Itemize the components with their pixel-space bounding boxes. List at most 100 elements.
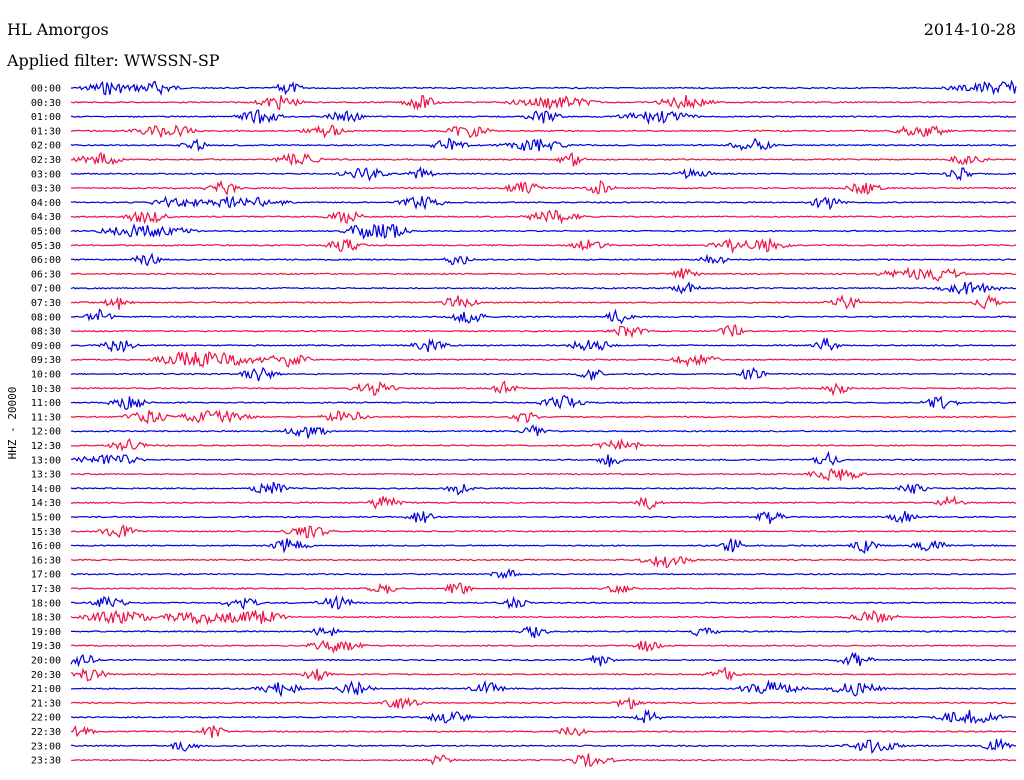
trace-line (70, 450, 1017, 468)
time-label: 12:00 (31, 427, 61, 438)
trace-line (70, 223, 1017, 240)
trace-line (70, 109, 1017, 125)
trace-line (70, 495, 1017, 510)
channel-label: HHZ - 20000 (6, 387, 19, 460)
time-label: 12:30 (31, 441, 61, 452)
time-label: 11:00 (31, 398, 61, 409)
trace-line (71, 350, 1017, 368)
trace-line (70, 366, 1017, 382)
trace-line (70, 394, 1017, 410)
time-label: 05:00 (31, 227, 61, 238)
time-label: 09:00 (31, 341, 61, 352)
trace-line (70, 266, 1017, 282)
trace-line (70, 639, 1017, 655)
time-label: 16:30 (31, 555, 61, 566)
trace-line (70, 380, 1017, 397)
time-label: 03:00 (31, 169, 61, 180)
time-label: 13:30 (31, 470, 61, 481)
trace-line (71, 151, 1017, 167)
time-label: 04:30 (31, 212, 61, 223)
trace-line (70, 336, 1017, 353)
trace-line (70, 594, 1017, 610)
time-label: 22:30 (31, 727, 61, 738)
trace-line (70, 651, 1017, 668)
time-label: 01:00 (31, 112, 61, 123)
trace-line (70, 424, 1017, 439)
trace-line (71, 324, 1017, 339)
time-label: 03:30 (31, 184, 61, 195)
time-label: 17:00 (31, 570, 61, 581)
trace-line (71, 409, 1017, 425)
time-label: 06:30 (31, 269, 61, 280)
time-label: 20:30 (31, 670, 61, 681)
time-label: 08:30 (31, 327, 61, 338)
time-label: 18:00 (31, 598, 61, 609)
time-label: 00:30 (31, 98, 61, 109)
trace-line (70, 137, 1017, 152)
trace-line (70, 556, 1017, 569)
trace-line (70, 538, 1016, 554)
trace-line (70, 481, 1017, 496)
trace-line (70, 666, 1017, 682)
trace-line (70, 209, 1017, 225)
time-label: 10:30 (31, 384, 61, 395)
trace-line (70, 609, 1017, 626)
time-label: 19:30 (31, 641, 61, 652)
time-label: 19:00 (31, 627, 61, 638)
trace-line (70, 79, 1017, 96)
trace-line (70, 281, 1017, 295)
trace-line (70, 437, 1017, 452)
trace-line (70, 252, 1017, 267)
time-label: 23:30 (31, 756, 61, 767)
trace-line (70, 166, 1017, 182)
trace-line (70, 510, 1017, 525)
time-label: 00:00 (31, 84, 61, 95)
trace-line (70, 708, 1017, 725)
trace-line (70, 582, 1017, 595)
trace-line (70, 94, 1016, 111)
time-label: 06:00 (31, 255, 61, 266)
trace-group: 00:00 00:30 01:00 01:30 02:00 02:30 03:00 03:30… (31, 79, 1017, 769)
time-label: 02:30 (31, 155, 61, 166)
trace-line (70, 737, 1016, 755)
time-label: 10:00 (31, 370, 61, 381)
trace-line (70, 195, 1016, 211)
time-label: 02:00 (31, 141, 61, 152)
time-label: 21:30 (31, 698, 61, 709)
trace-line (70, 679, 1017, 698)
time-label: 14:30 (31, 498, 61, 509)
trace-line (70, 524, 1017, 539)
time-label: 09:30 (31, 355, 61, 366)
time-label: 14:00 (31, 484, 61, 495)
plot-date: 2014-10-28 (924, 20, 1016, 39)
station-title: HL Amorgos (7, 20, 109, 39)
time-label: 07:30 (31, 298, 61, 309)
trace-line (70, 567, 1017, 580)
time-label: 15:00 (31, 513, 61, 524)
time-label: 20:00 (31, 656, 61, 667)
time-label: 08:00 (31, 312, 61, 323)
time-label: 21:00 (31, 684, 61, 695)
time-label: 22:00 (31, 713, 61, 724)
time-label: 17:30 (31, 584, 61, 595)
time-label: 11:30 (31, 412, 61, 423)
trace-line (70, 293, 1017, 310)
trace-line (70, 124, 1017, 139)
time-label: 23:00 (31, 741, 61, 752)
time-label: 05:30 (31, 241, 61, 252)
time-label: 15:30 (31, 527, 61, 538)
time-label: 04:00 (31, 198, 61, 209)
trace-line (70, 179, 1017, 196)
trace-line (70, 725, 1017, 738)
trace-line (71, 625, 1017, 639)
trace-line (71, 308, 1017, 325)
time-label: 07:00 (31, 284, 61, 295)
trace-line (70, 237, 1017, 255)
trace-line (70, 696, 1017, 710)
time-label: 16:00 (31, 541, 61, 552)
trace-line (70, 468, 1016, 482)
filter-label: Applied filter: WWSSN-SP (6, 51, 220, 70)
time-label: 18:30 (31, 613, 61, 624)
trace-line (71, 753, 1017, 769)
